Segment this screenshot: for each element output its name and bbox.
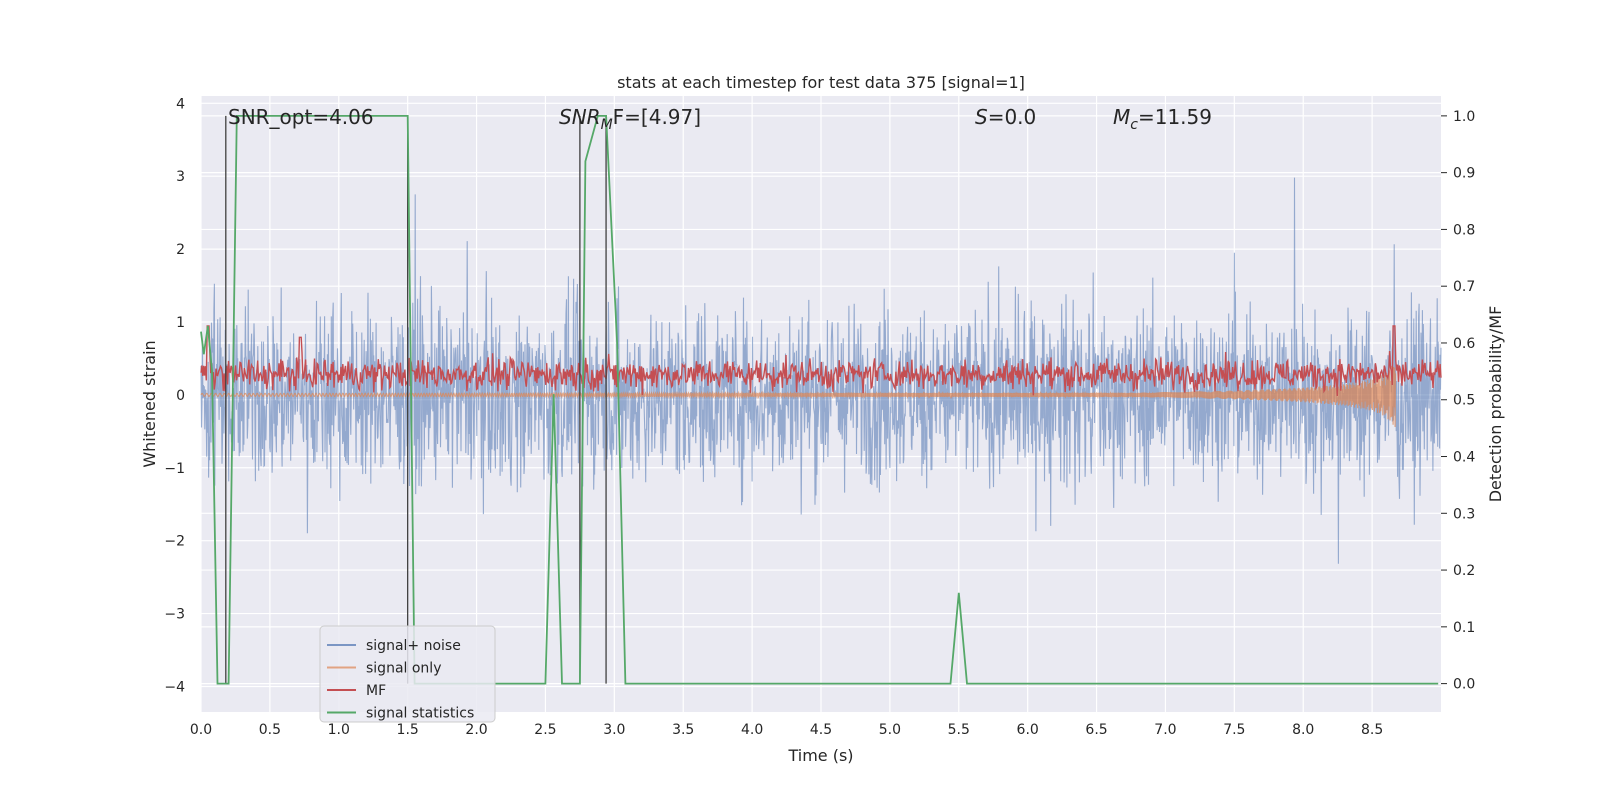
series-signal-statistics — [200, 115, 1439, 685]
legend-label: signal statistics — [366, 706, 474, 722]
y-right-tick-label: 0.4 — [1453, 450, 1475, 466]
x-tick-label: 0.5 — [259, 722, 281, 738]
x-tick-label: 2.5 — [534, 722, 556, 738]
signal-statistics-line — [200, 115, 1439, 685]
y-right-tick-label: 0.8 — [1453, 222, 1475, 238]
annotation-s-symbol: S — [975, 105, 988, 129]
signal-only-line — [200, 365, 1397, 428]
chart-title: stats at each timestep for test data 375… — [617, 73, 1025, 92]
annotation-s-value: =0.0 — [988, 105, 1037, 129]
vertical-markers — [225, 115, 607, 684]
x-tick-label: 3.0 — [603, 722, 625, 738]
y-right-tick-label: 0.7 — [1453, 279, 1475, 295]
y-left-tick-label: 3 — [176, 169, 185, 185]
y-right-tick-label: 0.3 — [1453, 506, 1475, 522]
legend-label: MF — [366, 683, 386, 699]
x-tick-label: 6.0 — [1017, 722, 1039, 738]
annotation-mc-sub: c — [1130, 117, 1138, 133]
x-tick-label: 3.5 — [672, 722, 694, 738]
legend-box — [319, 625, 496, 723]
x-tick-label: 4.5 — [810, 722, 832, 738]
x-axis-label: Time (s) — [787, 746, 853, 765]
x-tick-label: 0.0 — [190, 722, 212, 738]
y-left-tick-label: 4 — [176, 96, 185, 112]
annotation-snr-mf-base: SNR — [559, 105, 601, 129]
annotation-snr-mf-sub: M — [601, 117, 613, 133]
annotation-snr-opt: SNR_opt=4.06 — [228, 105, 374, 129]
annotation-snr-mf: SNRMF=[4.97] — [559, 105, 701, 133]
x-tick-label: 4.0 — [741, 722, 763, 738]
x-tick-label: 8.5 — [1361, 722, 1383, 738]
x-tick-label: 6.5 — [1085, 722, 1107, 738]
legend: signal+ noise signal only MF signal statist… — [319, 625, 496, 723]
x-tick-label: 8.0 — [1292, 722, 1314, 738]
y-left-tick-label: −4 — [164, 679, 185, 695]
x-tick-label: 1.0 — [328, 722, 350, 738]
x-tick-label: 7.0 — [1154, 722, 1176, 738]
x-tick-label: 5.5 — [948, 722, 970, 738]
y-right-tick-label: 0.6 — [1453, 336, 1475, 352]
annotation-snr-mf-rest: F=[4.97] — [613, 105, 701, 129]
y-left-tick-label: −2 — [164, 534, 185, 550]
y-left-tick-label: −1 — [164, 461, 185, 477]
y-axis-right-label: Detection probability/MF — [1486, 306, 1505, 503]
x-tick-label: 1.5 — [397, 722, 419, 738]
annotation-mc-symbol: M — [1113, 105, 1130, 129]
y-right-tick-label: 0.9 — [1453, 166, 1475, 182]
y-right-tick-label: 0.0 — [1453, 677, 1475, 693]
y-left-tick-label: 2 — [176, 242, 185, 258]
annotation-mc-value: =11.59 — [1138, 105, 1212, 129]
y-axis-left-label: Whitened strain — [140, 340, 159, 467]
y-right-tick-label: 0.2 — [1453, 563, 1475, 579]
y-right-tick-label: 0.5 — [1453, 393, 1475, 409]
y-right-tick-label: 1.0 — [1453, 109, 1475, 125]
tick-labels: 0.0 0.5 1.0 1.5 2.0 2.5 3.0 3.5 4.0 4.5 5.0 5.5 6.0 6… — [164, 96, 1475, 738]
legend-label: signal only — [366, 661, 441, 677]
y-right-tick-label: 0.1 — [1453, 620, 1475, 636]
legend-label: signal+ noise — [366, 638, 461, 654]
x-tick-label: 2.0 — [465, 722, 487, 738]
y-left-tick-label: 1 — [176, 315, 185, 331]
series-signal-only — [200, 365, 1397, 428]
annotation-mc: Mc=11.59 — [1113, 105, 1212, 133]
y-left-tick-label: −3 — [164, 607, 185, 623]
y-left-tick-label: 0 — [176, 388, 185, 404]
x-tick-label: 5.0 — [879, 722, 901, 738]
annotation-s: S=0.0 — [975, 105, 1036, 129]
x-tick-label: 7.5 — [1223, 722, 1245, 738]
